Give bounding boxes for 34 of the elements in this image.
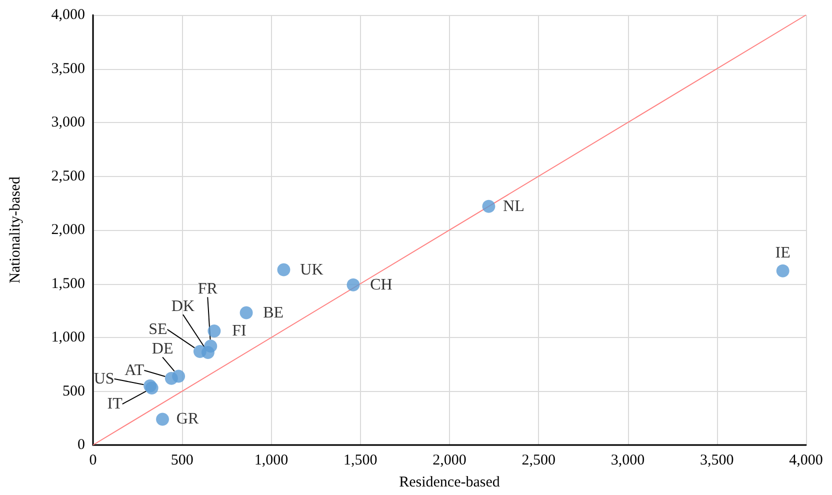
annotation: FR bbox=[198, 280, 218, 298]
x-tick-label: 1,000 bbox=[254, 452, 288, 468]
x-tick-label: 500 bbox=[170, 452, 194, 468]
x-tick-label: 3,000 bbox=[610, 452, 645, 468]
annotation: DE bbox=[152, 340, 174, 358]
y-tick-label: 3,000 bbox=[51, 114, 85, 130]
annotation: NL bbox=[503, 198, 524, 215]
annotation: UK bbox=[300, 261, 324, 278]
y-tick-label: 2,500 bbox=[51, 168, 85, 184]
x-tick-label: 2,500 bbox=[522, 452, 556, 468]
y-tick-label: 500 bbox=[62, 383, 85, 400]
x-axis-title: Residence-based bbox=[399, 474, 500, 490]
y-tick-label: 1,000 bbox=[51, 330, 85, 346]
y-tick-label: 1,500 bbox=[51, 276, 85, 292]
annotation: AT bbox=[124, 362, 144, 379]
annotation: DK bbox=[171, 298, 195, 316]
x-tick-label: 1,500 bbox=[344, 452, 378, 468]
y-tick-label: 4,000 bbox=[51, 7, 85, 23]
annotation: SE bbox=[148, 320, 168, 338]
y-tick-label: 0 bbox=[78, 437, 85, 453]
annotation: IT bbox=[107, 396, 123, 413]
y-tick-label: 3,500 bbox=[51, 60, 85, 77]
annotation: CH bbox=[370, 276, 393, 294]
x-tick-label: 3,500 bbox=[700, 452, 734, 468]
annotation: US bbox=[94, 370, 114, 388]
annotation: BE bbox=[263, 304, 284, 322]
annotation: FI bbox=[232, 322, 246, 340]
annotation: GR bbox=[176, 410, 199, 428]
x-tick-label: 0 bbox=[89, 452, 97, 468]
x-tick-label: 2,000 bbox=[432, 452, 466, 468]
y-axis-title: Nationality-based bbox=[8, 176, 24, 284]
y-tick-label: 2,000 bbox=[51, 222, 85, 238]
annotation: IE bbox=[775, 244, 790, 262]
x-tick-label: 4,000 bbox=[789, 452, 823, 468]
